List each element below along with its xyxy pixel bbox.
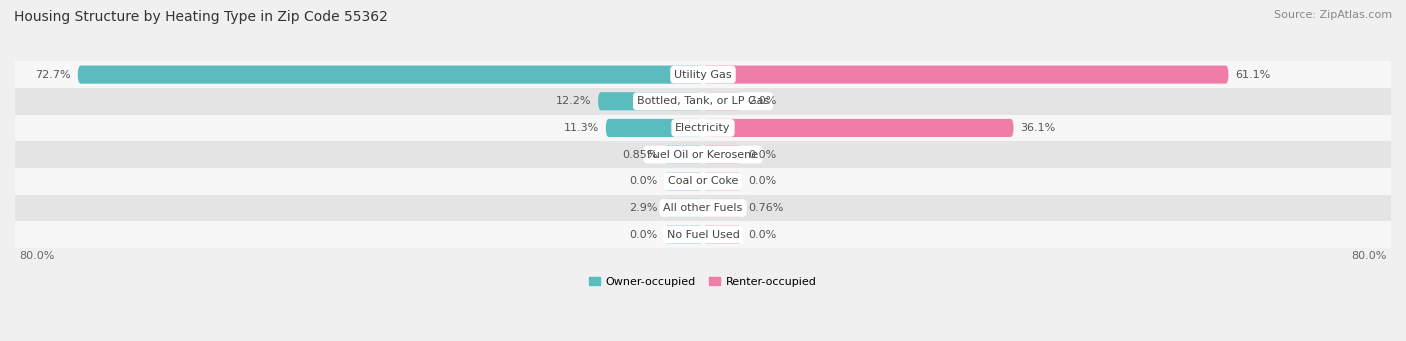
FancyBboxPatch shape: [703, 146, 742, 164]
Text: 0.0%: 0.0%: [748, 229, 778, 240]
Text: 0.85%: 0.85%: [621, 150, 658, 160]
Bar: [15, 88, 1391, 115]
FancyBboxPatch shape: [664, 199, 703, 217]
Text: All other Fuels: All other Fuels: [664, 203, 742, 213]
Text: Fuel Oil or Kerosene: Fuel Oil or Kerosene: [647, 150, 759, 160]
FancyBboxPatch shape: [664, 146, 703, 164]
FancyBboxPatch shape: [664, 172, 703, 190]
Text: Housing Structure by Heating Type in Zip Code 55362: Housing Structure by Heating Type in Zip…: [14, 10, 388, 24]
Text: 0.0%: 0.0%: [628, 229, 658, 240]
FancyBboxPatch shape: [606, 119, 703, 137]
FancyBboxPatch shape: [598, 92, 703, 110]
FancyBboxPatch shape: [703, 92, 742, 110]
Bar: [15, 61, 1391, 88]
Text: 11.3%: 11.3%: [564, 123, 599, 133]
Text: 0.0%: 0.0%: [748, 150, 778, 160]
Legend: Owner-occupied, Renter-occupied: Owner-occupied, Renter-occupied: [585, 272, 821, 291]
FancyBboxPatch shape: [703, 172, 742, 190]
Text: Utility Gas: Utility Gas: [675, 70, 731, 79]
FancyBboxPatch shape: [77, 65, 703, 84]
Bar: [15, 168, 1391, 195]
FancyBboxPatch shape: [703, 65, 1229, 84]
Text: No Fuel Used: No Fuel Used: [666, 229, 740, 240]
FancyBboxPatch shape: [703, 226, 742, 244]
Text: 0.0%: 0.0%: [628, 176, 658, 186]
Bar: [15, 221, 1391, 248]
Text: Source: ZipAtlas.com: Source: ZipAtlas.com: [1274, 10, 1392, 20]
Text: 0.76%: 0.76%: [748, 203, 785, 213]
Text: Coal or Coke: Coal or Coke: [668, 176, 738, 186]
Text: Electricity: Electricity: [675, 123, 731, 133]
Text: 2.0%: 2.0%: [748, 96, 778, 106]
Text: Bottled, Tank, or LP Gas: Bottled, Tank, or LP Gas: [637, 96, 769, 106]
Text: 36.1%: 36.1%: [1021, 123, 1056, 133]
FancyBboxPatch shape: [703, 119, 1014, 137]
Text: 61.1%: 61.1%: [1236, 70, 1271, 79]
Text: 12.2%: 12.2%: [555, 96, 591, 106]
FancyBboxPatch shape: [703, 199, 742, 217]
Text: 72.7%: 72.7%: [35, 70, 70, 79]
FancyBboxPatch shape: [664, 226, 703, 244]
Text: 2.9%: 2.9%: [628, 203, 658, 213]
Text: 80.0%: 80.0%: [20, 251, 55, 261]
Text: 80.0%: 80.0%: [1351, 251, 1386, 261]
Bar: [15, 141, 1391, 168]
Text: 0.0%: 0.0%: [748, 176, 778, 186]
Bar: [15, 115, 1391, 141]
Bar: [15, 195, 1391, 221]
